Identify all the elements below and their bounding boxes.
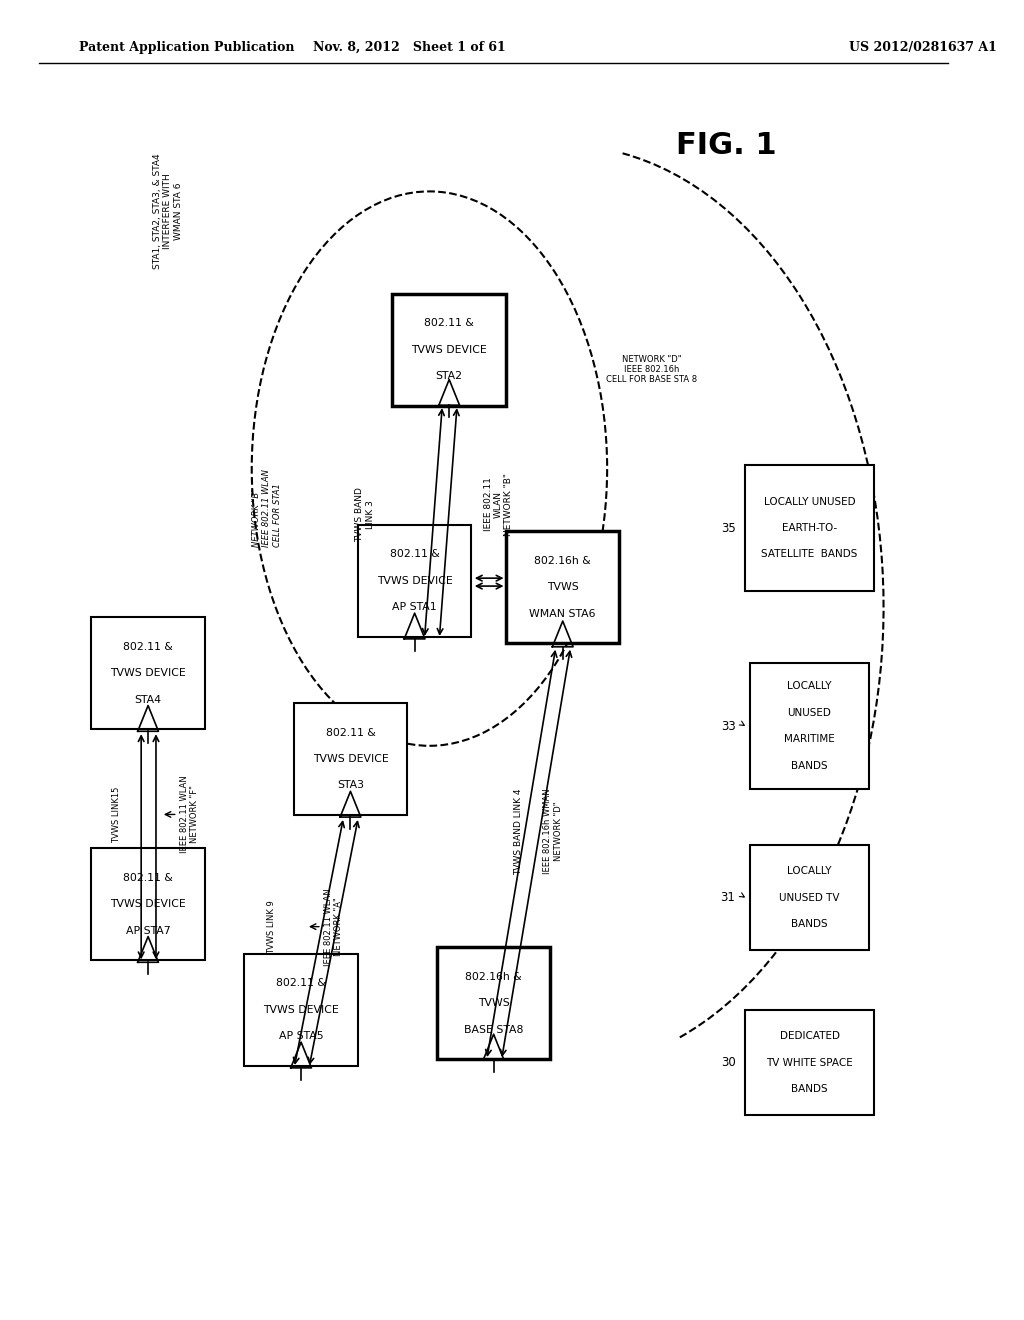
Text: IEEE 802.11 WLAN
NETWORK "A": IEEE 802.11 WLAN NETWORK "A" <box>324 888 343 965</box>
Text: TVWS: TVWS <box>478 998 510 1008</box>
Text: DEDICATED: DEDICATED <box>779 1031 840 1041</box>
Text: BANDS: BANDS <box>792 760 827 771</box>
Text: TVWS LINK15: TVWS LINK15 <box>112 787 121 842</box>
Text: TVWS DEVICE: TVWS DEVICE <box>312 754 388 764</box>
Bar <box>392 294 506 407</box>
Text: EARTH-TO-: EARTH-TO- <box>782 523 838 533</box>
Text: 35: 35 <box>721 521 735 535</box>
Text: 802.16h &: 802.16h & <box>465 972 522 982</box>
Text: 802.11 &: 802.11 & <box>326 727 376 738</box>
Text: STA2: STA2 <box>435 371 463 381</box>
Text: TVWS DEVICE: TVWS DEVICE <box>111 899 186 909</box>
Text: TVWS: TVWS <box>547 582 579 593</box>
Bar <box>357 524 471 636</box>
Text: IEEE 802.11
WLAN
NETWORK "B": IEEE 802.11 WLAN NETWORK "B" <box>483 473 513 536</box>
Text: AP STA1: AP STA1 <box>392 602 437 612</box>
Bar <box>91 618 205 729</box>
Text: TVWS DEVICE: TVWS DEVICE <box>263 1005 339 1015</box>
Bar <box>751 663 868 788</box>
Text: 802.11 &: 802.11 & <box>390 549 439 560</box>
Text: UNUSED TV: UNUSED TV <box>779 892 840 903</box>
Bar <box>506 531 620 643</box>
Text: AP STA7: AP STA7 <box>126 925 170 936</box>
Bar <box>745 466 873 591</box>
Text: US 2012/0281637 A1: US 2012/0281637 A1 <box>849 41 997 54</box>
Text: 31: 31 <box>721 891 735 904</box>
Text: TVWS BAND LINK 4: TVWS BAND LINK 4 <box>514 788 523 875</box>
Text: LOCALLY UNUSED: LOCALLY UNUSED <box>764 496 855 507</box>
Bar <box>751 845 868 950</box>
Text: IEEE 802.11 WLAN
NETWORK "F": IEEE 802.11 WLAN NETWORK "F" <box>180 776 200 853</box>
Text: MARITIME: MARITIME <box>784 734 835 744</box>
Text: 802.11 &: 802.11 & <box>123 873 173 883</box>
Text: BANDS: BANDS <box>792 919 827 929</box>
Text: SATELLITE  BANDS: SATELLITE BANDS <box>761 549 858 560</box>
Text: 30: 30 <box>721 1056 735 1069</box>
Text: 33: 33 <box>721 719 735 733</box>
Text: AP STA5: AP STA5 <box>279 1031 324 1041</box>
Text: TVWS DEVICE: TVWS DEVICE <box>412 345 487 355</box>
Text: TVWS DEVICE: TVWS DEVICE <box>377 576 453 586</box>
Text: BANDS: BANDS <box>792 1084 827 1094</box>
Text: BASE STA8: BASE STA8 <box>464 1024 523 1035</box>
Bar <box>91 847 205 961</box>
Text: TVWS BAND
LINK 3: TVWS BAND LINK 3 <box>355 487 375 543</box>
Text: 802.11 &: 802.11 & <box>123 642 173 652</box>
Text: TV WHITE SPACE: TV WHITE SPACE <box>766 1057 853 1068</box>
Text: NETWORK "D"
IEEE 802.16h
CELL FOR BASE STA 8: NETWORK "D" IEEE 802.16h CELL FOR BASE S… <box>606 355 697 384</box>
Text: TVWS DEVICE: TVWS DEVICE <box>111 668 186 678</box>
Text: IEEE 802.16h WMAN
NETWORK "D": IEEE 802.16h WMAN NETWORK "D" <box>543 789 562 874</box>
Bar <box>437 948 550 1059</box>
Text: Nov. 8, 2012   Sheet 1 of 61: Nov. 8, 2012 Sheet 1 of 61 <box>313 41 506 54</box>
Text: Patent Application Publication: Patent Application Publication <box>79 41 295 54</box>
Bar <box>745 1010 873 1115</box>
Text: STA1, STA2, STA3, & STA4
INTERFERE WITH
WMAN STA 6: STA1, STA2, STA3, & STA4 INTERFERE WITH … <box>153 153 182 269</box>
Text: FIG. 1: FIG. 1 <box>676 131 777 160</box>
Text: 802.11 &: 802.11 & <box>424 318 474 329</box>
Bar <box>245 953 357 1067</box>
Text: TVWS LINK 9: TVWS LINK 9 <box>267 900 276 953</box>
Text: LOCALLY: LOCALLY <box>787 866 831 876</box>
Text: LOCALLY: LOCALLY <box>787 681 831 692</box>
Text: 802.11 &: 802.11 & <box>276 978 326 989</box>
Text: WMAN STA6: WMAN STA6 <box>529 609 596 619</box>
Bar <box>294 702 408 814</box>
Text: STA4: STA4 <box>134 694 162 705</box>
Text: UNUSED: UNUSED <box>787 708 831 718</box>
Text: 802.16h &: 802.16h & <box>535 556 591 566</box>
Text: NETWORK "B"
IEEE 802.11 WLAN
CELL FOR STA1: NETWORK "B" IEEE 802.11 WLAN CELL FOR ST… <box>252 470 282 546</box>
Text: STA3: STA3 <box>337 780 364 791</box>
